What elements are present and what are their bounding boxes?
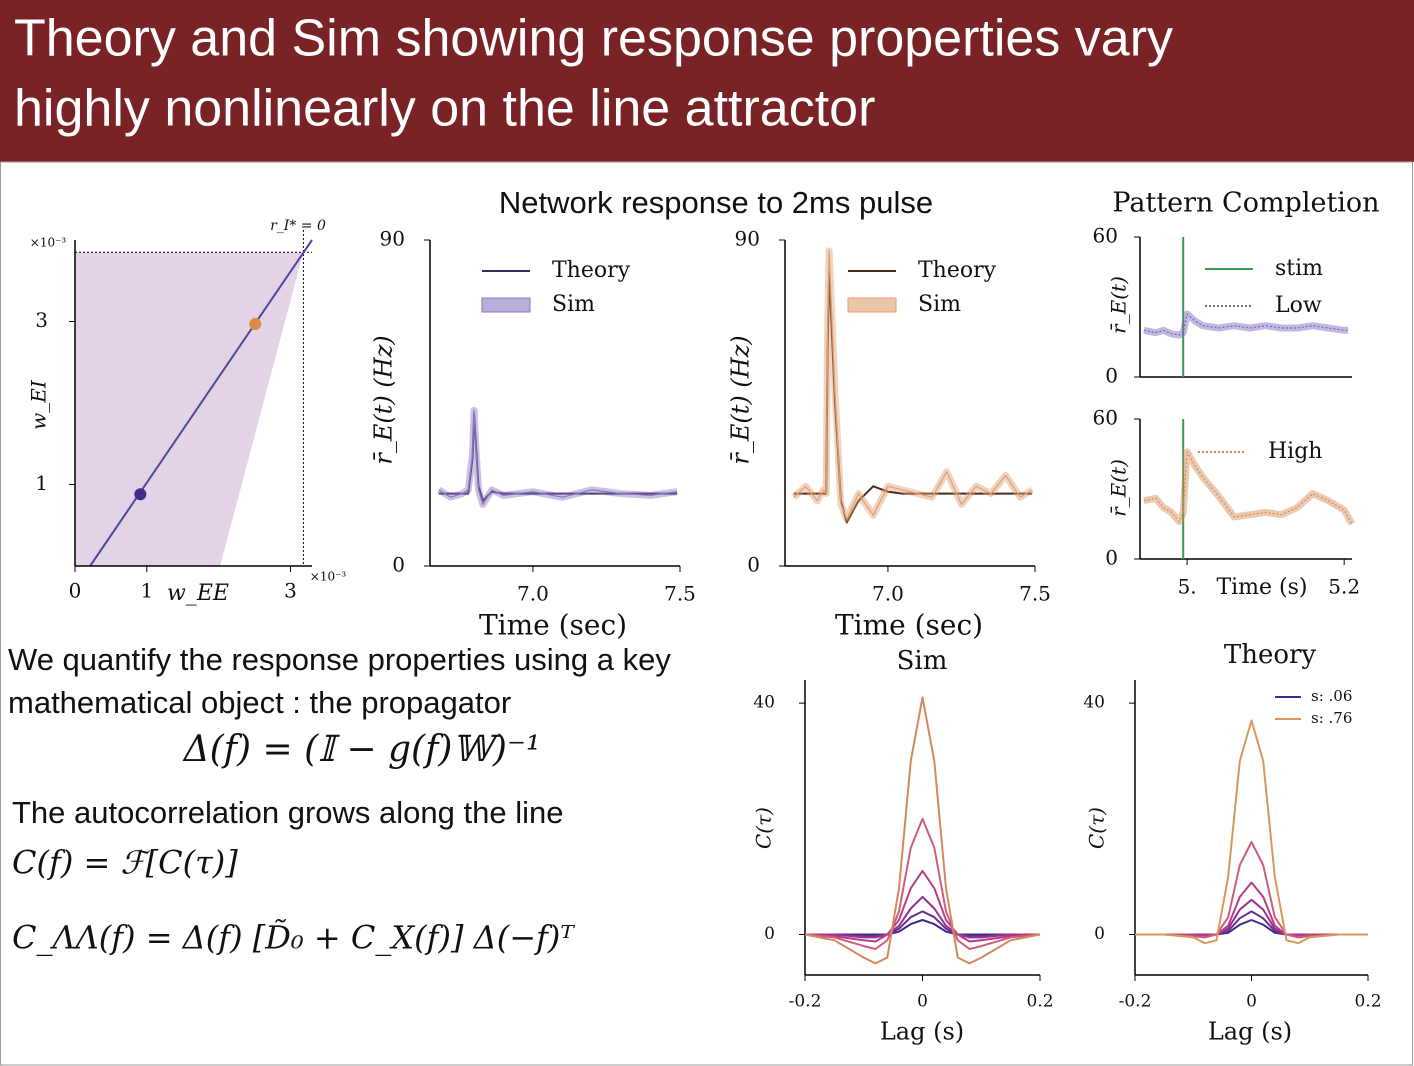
series-line <box>804 817 1041 950</box>
annotation: r_I* = 0 <box>270 218 326 234</box>
y-tick-label: 0 <box>1105 546 1118 570</box>
legend-label: High <box>1268 439 1322 464</box>
y-tick-label: 60 <box>1093 224 1118 248</box>
x-tick-label: 3 <box>284 579 297 603</box>
panel-title: Network response to 2ms pulse <box>499 185 933 220</box>
y-tick-label: 0 <box>1094 924 1105 944</box>
legend-swatch <box>481 297 531 313</box>
equation: Δ(f) = (𝕀 − g(f)𝕎)⁻¹ <box>182 729 541 770</box>
x-tick-label: 5.2 <box>1328 575 1360 599</box>
y-tick-label: 0 <box>747 553 760 577</box>
y-tick-label: 0 <box>392 553 405 577</box>
series-line <box>804 696 1041 965</box>
x-tick-label: -0.2 <box>789 992 822 1012</box>
x-label: Lag (s) <box>880 1018 964 1046</box>
point <box>249 317 262 330</box>
x-tick-label: -0.2 <box>1119 992 1152 1012</box>
y-label: r̄_E(t) <box>1107 276 1131 334</box>
equation: C_ΛΛ(f) = Δ(f) [D̃₀ + C_X(f)] Δ(−f)ᵀ <box>12 919 575 957</box>
y-tick-label: 60 <box>1093 406 1118 430</box>
x-label: Time (s) <box>1216 575 1307 600</box>
series-line <box>805 910 1040 938</box>
y-scale: ×10⁻³ <box>30 236 67 250</box>
chart-title: Theory <box>1224 640 1317 670</box>
x-tick-label: 7.0 <box>872 582 904 606</box>
legend-label: s: .06 <box>1311 687 1352 705</box>
y-tick-label: 40 <box>1083 693 1105 713</box>
series-line <box>1135 910 1368 936</box>
series-line <box>804 869 1041 943</box>
title-line: Theory and Sim showing response properti… <box>14 10 1173 68</box>
x-scale: ×10⁻³ <box>310 570 347 584</box>
y-label: r̄_E(t) (Hz) <box>727 335 755 464</box>
y-label: C(τ) <box>752 807 776 849</box>
y-tick-label: 90 <box>735 227 760 251</box>
legend-label: Low <box>1275 293 1322 318</box>
series-line <box>438 412 678 502</box>
body-text: We quantify the response properties usin… <box>8 642 671 677</box>
x-tick-label: 7.5 <box>664 582 696 606</box>
series-line <box>793 271 1033 524</box>
x-tick-label: 5. <box>1178 575 1197 599</box>
x-tick-label: 0 <box>1246 992 1257 1012</box>
y-tick-label: 40 <box>753 693 775 713</box>
y-label: r̄_E(t) <box>1107 459 1131 517</box>
series-line <box>1135 881 1368 937</box>
legend-label: stim <box>1275 256 1323 281</box>
chart-title: Sim <box>897 646 948 676</box>
x-tick-label: 7.0 <box>517 582 549 606</box>
x-label: Time (sec) <box>479 609 627 642</box>
series-line <box>1135 898 1368 936</box>
series-line <box>438 409 678 505</box>
x-tick-label: 7.5 <box>1019 582 1051 606</box>
y-label: w_EI <box>27 379 51 430</box>
series-line <box>805 919 1040 936</box>
x-tick-label: 0.2 <box>1026 992 1053 1012</box>
series-line <box>1135 841 1368 939</box>
legend-swatch <box>847 297 897 313</box>
legend-label: Theory <box>552 258 631 283</box>
body-frame <box>0 161 1413 1066</box>
series-line <box>1135 719 1368 945</box>
region <box>75 252 304 566</box>
x-tick-label: 0 <box>69 579 82 603</box>
equation: C(f) = ℱ[C(τ)] <box>12 844 238 882</box>
attractor-line <box>89 239 313 567</box>
legend-label: Sim <box>918 292 961 317</box>
series-band <box>791 247 1034 523</box>
x-tick-label: 1 <box>140 579 153 603</box>
legend-label: Theory <box>918 258 997 283</box>
legend-label: s: .76 <box>1311 709 1352 727</box>
series-line <box>1143 313 1349 336</box>
x-label: Time (sec) <box>835 609 983 642</box>
series-line <box>793 250 1033 520</box>
y-tick-label: 0 <box>1105 364 1118 388</box>
y-tick-label: 90 <box>380 227 405 251</box>
header-band <box>0 0 1414 162</box>
title-line: highly nonlinearly on the line attractor <box>14 80 875 138</box>
series-line <box>1143 451 1353 525</box>
y-tick-label: 3 <box>35 308 48 332</box>
y-tick-label: 1 <box>35 471 48 495</box>
x-label: w_EE <box>167 581 229 606</box>
series-line <box>1135 919 1368 936</box>
point <box>134 488 147 501</box>
y-label: r̄_E(t) (Hz) <box>370 335 398 464</box>
x-tick-label: 0.2 <box>1354 992 1381 1012</box>
x-tick-label: 0 <box>917 992 928 1012</box>
series-line <box>805 895 1040 939</box>
y-label: C(τ) <box>1085 807 1109 849</box>
x-label: Lag (s) <box>1208 1018 1292 1046</box>
body-text: The autocorrelation grows along the line <box>12 795 563 830</box>
chart-title: Pattern Completion <box>1112 188 1379 219</box>
body-text: mathematical object : the propagator <box>8 685 511 720</box>
legend-label: Sim <box>552 292 595 317</box>
y-tick-label: 0 <box>764 924 775 944</box>
